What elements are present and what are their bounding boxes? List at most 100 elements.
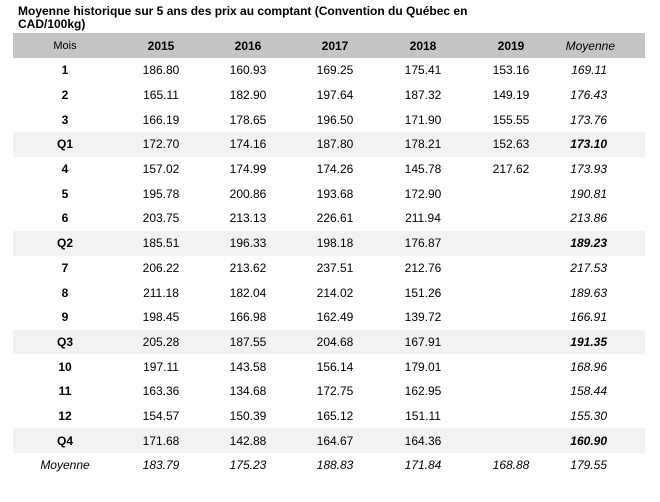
value-cell: 152.63 [492,137,530,152]
month-row: 8 211.18 182.04 214.02 151.26 189.63 [13,280,645,305]
value-cell: 149.19 [492,88,530,103]
value-cell: 237.51 [316,260,354,275]
value-cell: 165.12 [316,408,354,423]
month-row: 6 203.75 213.13 226.61 211.94 213.86 [13,206,645,231]
value-cell [467,379,555,404]
row-label: 10 [58,359,72,374]
average-cell: 160.90 [570,433,607,448]
value-cell: 143.58 [229,359,267,374]
value-cell [467,428,555,453]
quarter-row: Q4 171.68 142.88 164.67 164.36 160.90 [13,428,645,453]
month-row: 4 157.02 174.99 174.26 145.78 217.62 173.93 [13,157,645,182]
quarter-row: Q2 185.51 196.33 198.18 176.87 189.23 [13,230,645,256]
average-cell: 217.53 [570,260,607,275]
value-cell: 164.67 [316,433,354,448]
month-row: 12 154.57 150.39 165.12 151.11 155.30 [13,404,645,429]
value-cell [467,354,555,379]
average-cell: 158.44 [570,384,607,399]
row-label: 3 [61,112,69,127]
month-row: 1 186.80 160.93 169.25 175.41 153.16 169.11 [13,58,645,83]
value-cell: 193.68 [316,186,354,201]
row-label: 1 [61,63,69,78]
value-cell: 196.33 [229,236,267,251]
row-label: 12 [58,408,72,423]
value-cell: 183.79 [142,458,180,473]
average-cell: 168.96 [570,359,607,374]
month-row: 3 166.19 178.65 196.50 171.90 155.55 173.76 [13,107,645,132]
value-cell: 166.98 [229,310,267,325]
value-cell: 217.62 [492,162,530,177]
value-cell: 176.87 [404,236,442,251]
value-cell [467,330,555,355]
value-cell: 198.45 [142,310,180,325]
header-2015: 2015 [147,38,175,53]
row-label: 8 [61,285,69,300]
value-cell: 162.95 [404,384,442,399]
value-cell: 169.25 [316,63,354,78]
value-cell: 156.14 [316,359,354,374]
value-cell: 188.83 [316,458,354,473]
value-cell: 187.55 [229,334,267,349]
row-label: 6 [61,211,69,226]
value-cell: 157.02 [142,162,180,177]
value-cell: 134.68 [229,384,267,399]
quarter-row: Q3 205.28 187.55 204.68 167.91 191.35 [13,329,645,355]
row-label: Q3 [56,334,73,349]
value-cell: 213.13 [229,211,267,226]
value-cell: 151.11 [405,408,441,423]
value-cell: 145.78 [404,162,442,177]
value-cell: 185.51 [142,236,180,251]
value-cell: 182.90 [229,88,267,103]
value-cell: 172.70 [142,137,180,152]
row-label: Moyenne [40,458,90,473]
average-cell: 176.43 [570,88,607,103]
value-cell: 196.50 [316,112,354,127]
value-cell: 171.68 [142,433,180,448]
value-cell: 179.01 [404,359,442,374]
average-cell: 169.11 [571,63,607,78]
value-cell: 226.61 [316,211,354,226]
table-body: 1 186.80 160.93 169.25 175.41 153.16 169.11 2 16… [13,58,645,478]
value-cell: 174.99 [229,162,267,177]
header-row: Mois 2015 2016 2017 2018 2019 Moyenne [13,33,645,58]
row-label: 9 [61,310,69,325]
value-cell: 168.88 [492,458,530,473]
value-cell: 171.84 [404,458,442,473]
month-row: 9 198.45 166.98 162.49 139.72 166.91 [13,305,645,330]
average-cell: 191.35 [570,334,607,349]
average-cell: 173.76 [570,112,607,127]
month-row: 7 206.22 213.62 237.51 212.76 217.53 [13,256,645,281]
value-cell [467,181,555,206]
value-cell: 166.19 [142,112,180,127]
value-cell: 142.88 [229,433,267,448]
value-cell: 175.23 [229,458,267,473]
value-cell: 186.80 [142,63,180,78]
value-cell: 174.26 [316,162,354,177]
value-cell [467,231,555,256]
value-cell: 213.62 [229,260,267,275]
value-cell: 175.41 [404,63,442,78]
average-row: Moyenne 183.79 175.23 188.83 171.84 168.88 179… [13,453,645,478]
average-cell: 189.23 [570,236,607,251]
value-cell: 214.02 [316,285,354,300]
header-2017: 2017 [321,38,349,53]
average-cell: 166.91 [570,310,607,325]
header-2018: 2018 [409,38,437,53]
value-cell: 205.28 [142,334,180,349]
header-mois: Mois [53,39,77,52]
value-cell: 153.16 [492,63,530,78]
value-cell: 167.91 [404,334,442,349]
value-cell: 162.49 [316,310,354,325]
row-label: 11 [58,384,72,399]
average-cell: 155.30 [570,408,607,423]
row-label: 7 [61,260,69,275]
value-cell: 198.18 [316,236,354,251]
value-cell [467,280,555,305]
quarter-row: Q1 172.70 174.16 187.80 178.21 152.63 173.10 [13,132,645,157]
table-title: Moyenne historique sur 5 ans des prix au… [18,4,468,31]
value-cell: 160.93 [229,63,267,78]
average-cell: 213.86 [570,211,607,226]
month-row: 10 197.11 143.58 156.14 179.01 168.96 [13,354,645,379]
value-cell: 195.78 [142,186,180,201]
